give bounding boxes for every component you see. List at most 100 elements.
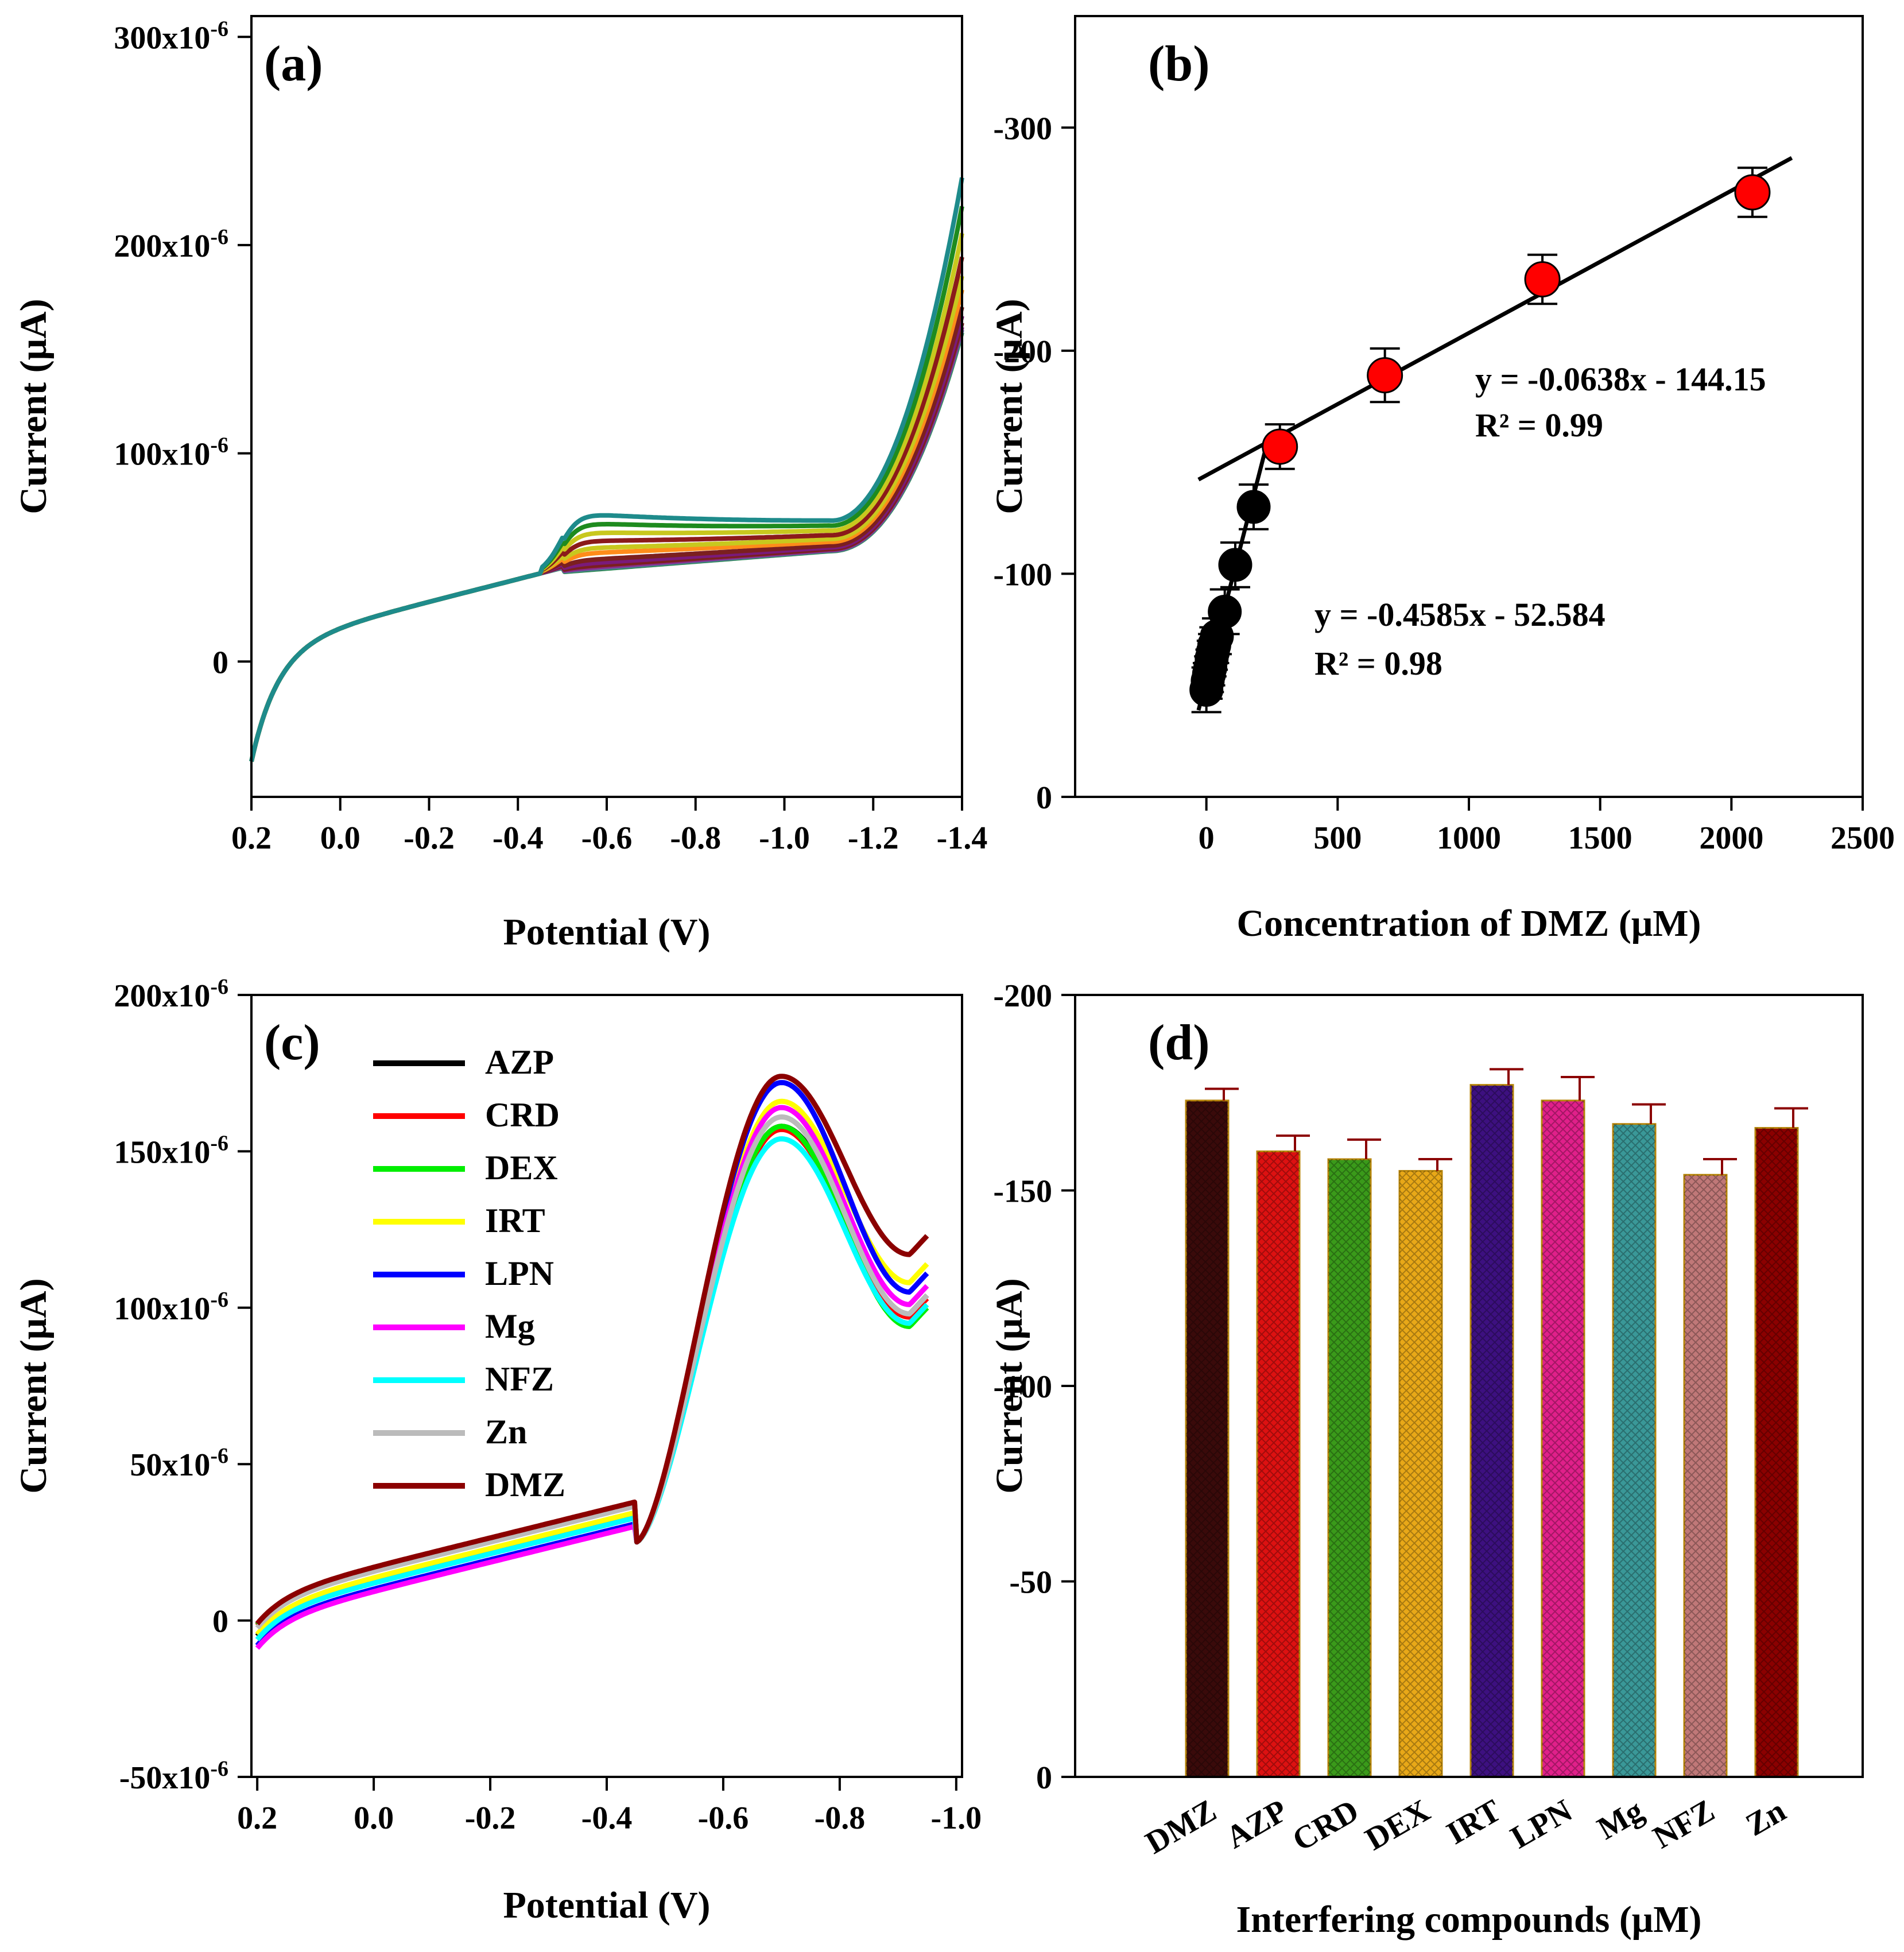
panel-b-xtick-label: 2500 [1831, 820, 1895, 856]
panel-c-legend-label: IRT [485, 1202, 545, 1240]
panel-c-ytick-label-exp: -6 [210, 1444, 228, 1468]
panel-c-legend-label: NFZ [485, 1360, 554, 1398]
panel-d-xtick-label: AZP [1220, 1793, 1294, 1856]
panel-a-ytick-label: 100x10-6 [114, 433, 228, 472]
panel-b-xtick-label: 2000 [1699, 820, 1763, 856]
panel-c-ytick-label: 100x10-6 [114, 1288, 228, 1327]
panel-b-ticks: 0 500 1000 1500 2000 2500 0 -100 -200 -300 [993, 111, 1895, 856]
panel-b-high-point [1367, 357, 1403, 394]
panel-a-frame [250, 15, 963, 798]
panel-b-high-point [1524, 261, 1561, 298]
panel-a-curve-10 [249, 233, 964, 762]
panel-a-xtick-label: -0.8 [670, 820, 721, 856]
panel-a-ytick-label-base: 200x10 [114, 228, 210, 264]
panel-b-xtick-label: 500 [1313, 820, 1362, 856]
panel-b-ylabel: Current (μA) [988, 299, 1030, 514]
panel-b-label: (b) [1148, 36, 1210, 92]
panel-c-legend-label: Zn [485, 1413, 527, 1451]
panel-d-bar-hatch-AZP [1257, 1151, 1300, 1777]
panel-d-xtick-label: Mg [1591, 1793, 1649, 1847]
panel-a-xtick-label: -0.2 [404, 820, 455, 856]
panel-d-bar-hatch-Mg [1613, 1124, 1655, 1777]
panel-c-ytick-label: 50x10-6 [130, 1444, 228, 1483]
panel-d-xtick-label: LPN [1505, 1793, 1579, 1856]
panel-c-xtick-label: -1.0 [931, 1800, 982, 1836]
panel-c-ylabel: Current (μA) [13, 1278, 55, 1493]
panel-c: 0.2 0.0 -0.2 -0.4 -0.6 -0.8 -1.0-50x10-6050x10… [13, 975, 982, 1926]
panel-a-ytick-label: 200x10-6 [114, 225, 228, 264]
panel-c-xtick-label: 0.0 [354, 1800, 394, 1836]
panel-c-ytick-label-base: 0 [212, 1604, 228, 1640]
panel-d-ytick-label: 0 [1036, 1760, 1052, 1796]
panel-a-xtick-label: -0.6 [581, 820, 633, 856]
panel-a-curve-11 [249, 206, 964, 762]
panel-c-curve-NFZ [255, 1136, 929, 1641]
panel-c-legend-label: Mg [485, 1307, 535, 1345]
panel-a-xtick-label: 0.2 [231, 820, 272, 856]
panel-d-xtick-label: NFZ [1647, 1793, 1721, 1856]
panel-c-legend-label: CRD [485, 1096, 560, 1134]
panel-c-ytick-label: 150x10-6 [114, 1131, 228, 1170]
panel-c-ytick-label-base: 200x10 [114, 978, 210, 1014]
panel-c-frame [250, 994, 963, 1778]
panel-a-ticks: 0.2 0.0 -0.2 -0.4 -0.6 -0.8 -1.0 -1.2 -1.4 0 100x1… [114, 17, 987, 856]
panel-d-bar-hatch-LPN [1542, 1100, 1584, 1777]
panel-d-ylabel: Current (μA) [988, 1278, 1030, 1493]
panel-a-ytick-label-exp: -6 [210, 433, 228, 458]
panel-a-label: (a) [264, 36, 323, 92]
panel-c-ytick-label: 0 [212, 1604, 228, 1640]
panel-a-xtick-label: -0.4 [493, 820, 544, 856]
panel-c-curve-IRT [255, 1098, 929, 1636]
panel-d-label: (d) [1148, 1015, 1210, 1071]
panel-a-xtick-label: -1.0 [759, 820, 810, 856]
panel-c-xtick-label: 0.2 [237, 1800, 277, 1836]
panel-a-ylabel: Current (μA) [13, 299, 55, 514]
panel-c-legend: AZP CRD DEX IRT LPN Mg NFZ Zn DMZ [373, 1043, 565, 1504]
panel-d-bar-hatch-DMZ [1186, 1100, 1228, 1777]
panel-a-ytick-label-base: 300x10 [114, 20, 210, 56]
panel-a: 0.2 0.0 -0.2 -0.4 -0.6 -0.8 -1.0 -1.2 -1.4 0 100x1… [13, 15, 987, 953]
panel-b-ytick-label: -300 [993, 111, 1052, 146]
panel-c-ytick-label-exp: -6 [210, 1757, 228, 1781]
panel-b-high-point [1262, 428, 1298, 465]
panel-c-ticks: 0.2 0.0 -0.2 -0.4 -0.6 -0.8 -1.0-50x10-6050x10… [114, 975, 982, 1836]
panel-b-eq-high: y = -0.0638x - 144.15 [1475, 361, 1766, 398]
panel-c-ytick-label-exp: -6 [210, 975, 228, 999]
panel-d-xtick-label: Zn [1740, 1793, 1791, 1843]
panel-c-curve-DMZ [255, 1074, 929, 1626]
panel-c-xtick-label: -0.2 [465, 1800, 516, 1836]
panel-b-xtick-label: 1000 [1437, 820, 1501, 856]
panel-a-xlabel: Potential (V) [503, 911, 710, 953]
panel-c-curve-CRD [255, 1126, 929, 1628]
panel-c-ytick-label-base: 100x10 [114, 1291, 210, 1327]
panel-c-ytick-label: -50x10-6 [119, 1757, 228, 1796]
panel-c-curve-AZP [255, 1124, 929, 1638]
panel-b-low-point [1218, 548, 1252, 582]
panel-d-xlabel: Interfering compounds (μM) [1236, 1899, 1701, 1941]
panel-b-ytick-label: 0 [1036, 780, 1052, 816]
panel-c-xlabel: Potential (V) [503, 1884, 710, 1926]
panel-b-xtick-label: 0 [1199, 820, 1215, 856]
panel-c-ytick-label-base: 150x10 [114, 1134, 210, 1170]
panel-d-xtick-label: IRT [1441, 1793, 1507, 1852]
panel-c-legend-label: AZP [485, 1043, 554, 1081]
panel-d-bar-hatch-Zn [1755, 1128, 1798, 1777]
panel-b-low-point [1208, 594, 1242, 629]
panel-b-r2-low: R² = 0.98 [1314, 645, 1442, 682]
panel-c-xtick-label: -0.8 [815, 1800, 866, 1836]
panel-d-ytick-label: -150 [993, 1174, 1052, 1210]
panel-a-ytick-label-base: 0 [212, 645, 228, 680]
panel-a-ytick-label: 300x10-6 [114, 17, 228, 56]
panel-d-bar-hatch-NFZ [1684, 1175, 1727, 1777]
panel-a-xtick-label: -1.2 [848, 820, 899, 856]
panel-a-curve-12 [249, 177, 964, 762]
panel-a-ytick-label-exp: -6 [210, 225, 228, 249]
panel-c-curves [255, 1074, 929, 1650]
panel-a-ytick-label-base: 100x10 [114, 437, 210, 472]
panel-d-bar-hatch-CRD [1328, 1159, 1371, 1777]
panel-d-xtick-label: DEX [1359, 1793, 1436, 1858]
panel-b-points [1189, 156, 1793, 714]
